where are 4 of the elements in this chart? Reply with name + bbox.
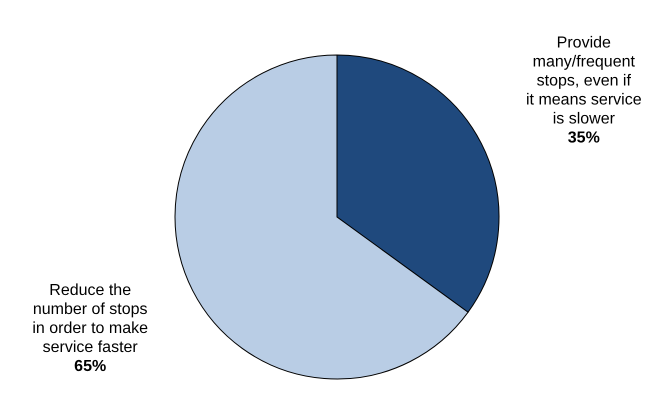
data-label: 65% xyxy=(74,358,106,374)
slice-label: Reduce the number of stops in order to make service faster xyxy=(32,282,148,356)
data-label: 35% xyxy=(568,128,600,146)
slice-label: Provide many/frequent stops, even if it means service is slower xyxy=(526,34,642,127)
